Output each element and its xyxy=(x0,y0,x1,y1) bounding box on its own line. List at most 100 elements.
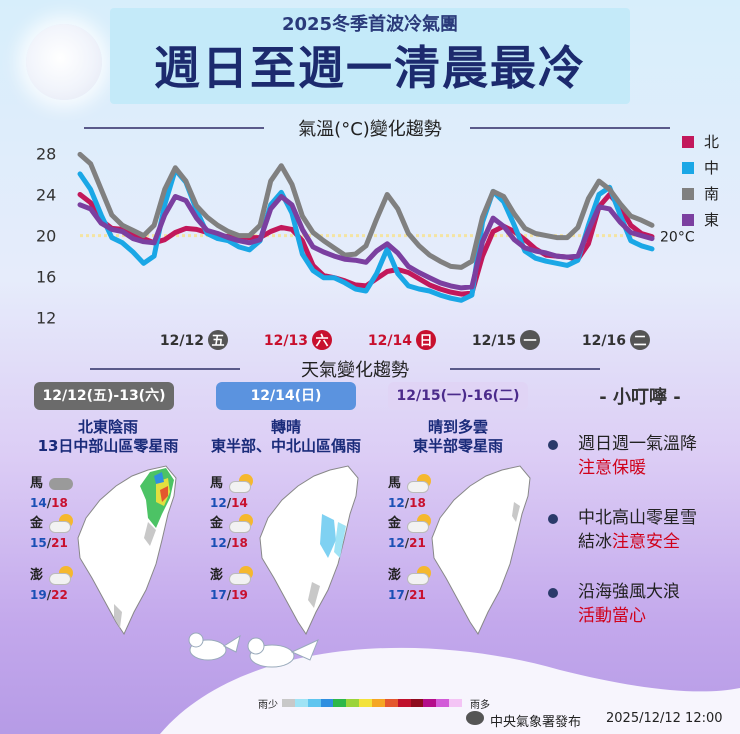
tips-title: - 小叮嚀 - xyxy=(599,387,681,408)
weekday-label: 日 xyxy=(419,334,432,349)
taiwan-map xyxy=(259,465,359,636)
island-name: 金 xyxy=(210,516,224,531)
series-line-東 xyxy=(77,194,655,291)
tip-text: 沿海強風大浪 xyxy=(578,582,680,602)
rain-legend-swatch xyxy=(436,699,450,707)
temp-high: 21 xyxy=(51,535,68,550)
tip-item: 週日週一氣溫降 注意保暖 xyxy=(578,432,697,480)
tip-text: 中北高山零星雪 xyxy=(578,508,697,528)
rain-legend-swatch xyxy=(282,699,295,707)
temp-sep: / xyxy=(46,535,52,550)
temp-high: 18 xyxy=(51,495,68,510)
partly-sunny-icon xyxy=(405,513,433,533)
divider xyxy=(450,368,600,370)
rain-legend-swatch xyxy=(294,699,308,707)
rain-legend-swatch xyxy=(372,699,385,707)
partly-sunny-icon xyxy=(227,473,255,493)
rain-legend-swatch xyxy=(333,699,347,707)
header-subtitle: 2025冬季首波冷氣團 xyxy=(281,14,459,35)
temp-high: 18 xyxy=(231,535,248,550)
weather-desc-line: 轉晴 xyxy=(270,418,301,436)
temp-low: 17 xyxy=(210,587,227,602)
island-forecast: 金 12/21 xyxy=(388,512,433,550)
temp-high: 22 xyxy=(51,587,68,602)
temp-sep: / xyxy=(226,495,232,510)
x-tick-label: 12/14 xyxy=(368,333,412,349)
divider xyxy=(90,368,240,370)
rain-legend-swatch xyxy=(397,699,411,707)
weekday-label: 二 xyxy=(633,334,646,349)
y-tick-label: 16 xyxy=(36,268,56,287)
cwa-logo-icon xyxy=(466,711,484,725)
tip-warning: 注意保暖 xyxy=(578,458,646,478)
y-tick-label: 20 xyxy=(36,227,56,246)
island-forecast: 澎 19/22 xyxy=(30,564,75,602)
island-name: 馬 xyxy=(388,476,402,491)
temp-low: 12 xyxy=(388,495,405,510)
temp-sep: / xyxy=(404,495,410,510)
snow-hill xyxy=(160,632,740,734)
weekday-badge xyxy=(520,330,540,350)
island-name: 馬 xyxy=(30,476,44,491)
rain-legend-swatch xyxy=(359,699,373,707)
temp-high: 19 xyxy=(231,587,248,602)
divider xyxy=(84,127,264,129)
x-tick-label: 12/13 xyxy=(264,333,308,349)
island-temp: 14/18 xyxy=(30,496,75,510)
rain-legend-swatch xyxy=(320,699,334,707)
island-temp: 19/22 xyxy=(30,588,75,602)
island-temp: 17/19 xyxy=(210,588,255,602)
temp-high: 21 xyxy=(409,587,426,602)
partly-sunny-icon xyxy=(47,565,75,585)
taiwan-map xyxy=(77,465,177,636)
rain-legend-swatch xyxy=(449,699,463,707)
period-label: 12/14(日) xyxy=(216,382,356,410)
rain-legend-swatch xyxy=(346,699,360,707)
rain-legend-swatch xyxy=(307,699,321,707)
tip-warning: 注意安全 xyxy=(612,532,680,552)
island-forecast: 澎 17/19 xyxy=(210,564,255,602)
island-name: 馬 xyxy=(210,476,224,491)
partly-sunny-icon xyxy=(405,565,433,585)
bullet-icon xyxy=(548,588,558,598)
fox-icon xyxy=(188,632,241,661)
weekday-label: 六 xyxy=(315,333,328,349)
reference-line-label: 20°C xyxy=(660,230,695,246)
island-forecast: 澎 17/21 xyxy=(388,564,433,602)
temp-low: 12 xyxy=(210,535,227,550)
island-temp: 12/14 xyxy=(210,496,255,510)
sun-decoration xyxy=(26,24,102,100)
temp-high: 14 xyxy=(231,495,248,510)
legend-swatch xyxy=(682,214,694,226)
title-banner xyxy=(110,8,630,104)
divider xyxy=(470,127,670,129)
weekday-badge xyxy=(416,330,436,350)
x-tick-label: 12/15 xyxy=(472,333,516,349)
chart-title: 氣溫(°C)變化趨勢 xyxy=(298,119,442,140)
temp-high: 21 xyxy=(409,535,426,550)
legend-label: 南 xyxy=(704,185,719,203)
island-forecast: 馬 12/14 xyxy=(210,472,255,510)
tip-warning: 活動當心 xyxy=(578,606,646,626)
page-title: 週日至週一清晨最冷 xyxy=(154,41,586,95)
temp-low: 15 xyxy=(30,535,47,550)
partly-sunny-icon xyxy=(47,513,75,533)
weather-desc-line: 北東陰雨 xyxy=(77,418,138,436)
weather-section-title: 天氣變化趨勢 xyxy=(301,360,409,381)
temp-sep: / xyxy=(226,587,232,602)
y-tick-label: 28 xyxy=(36,144,56,163)
legend-label: 中 xyxy=(704,159,719,177)
y-tick-label: 12 xyxy=(36,309,56,328)
temp-low: 12 xyxy=(210,495,227,510)
temp-low: 12 xyxy=(388,535,405,550)
island-name: 金 xyxy=(30,516,44,531)
temp-sep: / xyxy=(404,587,410,602)
tip-text: 結冰 xyxy=(578,532,612,552)
bullet-icon xyxy=(548,440,558,450)
island-temp: 12/21 xyxy=(388,536,433,550)
bullet-icon xyxy=(548,514,558,524)
island-temp: 12/18 xyxy=(388,496,433,510)
island-name: 澎 xyxy=(388,568,402,583)
rain-legend-bar xyxy=(282,699,463,707)
island-temp: 12/18 xyxy=(210,536,255,550)
